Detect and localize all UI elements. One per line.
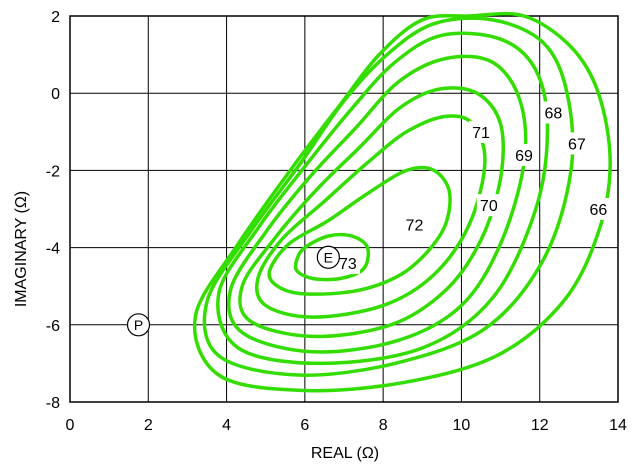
y-tick-label: 0 xyxy=(51,86,60,103)
contour-label-bg xyxy=(586,198,611,220)
contour-label-73: 73 xyxy=(339,256,357,273)
contour-label-66: 66 xyxy=(590,202,608,219)
contour-labels: 73 72 71 70 69 68 67 66 xyxy=(335,101,611,275)
x-tick-label: 0 xyxy=(66,417,75,434)
x-axis-title: REAL (Ω) xyxy=(311,445,379,462)
marker-circle-E xyxy=(316,245,340,269)
contour-label-bg xyxy=(564,132,589,155)
x-tick-label: 10 xyxy=(453,417,471,434)
contour-line-69 xyxy=(227,54,528,354)
contour-line-68 xyxy=(216,31,550,366)
contour-label-69: 69 xyxy=(515,148,533,165)
marker-label-E: E xyxy=(324,249,333,265)
contour-label-bg xyxy=(512,143,537,166)
x-tick-label: 14 xyxy=(609,417,627,434)
marker-label-P: P xyxy=(134,317,143,333)
marker-circle-P xyxy=(126,313,151,337)
contour-label-bg xyxy=(476,194,501,217)
contour-label-72: 72 xyxy=(406,217,424,234)
y-tick-label: -8 xyxy=(46,395,60,412)
contour-line-66 xyxy=(192,11,612,393)
contour-label-bg xyxy=(541,101,566,124)
contour-label-68: 68 xyxy=(545,106,563,123)
contour-label-70: 70 xyxy=(480,198,498,215)
plot-frame xyxy=(69,15,619,403)
contour-line-73 xyxy=(293,232,371,282)
contour-line-70 xyxy=(238,86,506,339)
x-tick-label: 6 xyxy=(300,417,309,434)
y-tick-label: 2 xyxy=(51,9,60,26)
y-tick-label: -6 xyxy=(46,318,60,335)
y-axis-title: IMAGINARY (Ω) xyxy=(13,191,30,307)
contour-label-bg xyxy=(402,213,427,236)
x-tick-label: 2 xyxy=(144,417,153,434)
contour-lines xyxy=(192,11,612,393)
y-tick-label: -4 xyxy=(46,241,60,258)
x-tick-label: 12 xyxy=(531,417,549,434)
y-tick-labels: 2 0 -2 -4 -6 -8 xyxy=(46,9,60,412)
x-tick-labels: 0 2 4 6 8 10 12 14 xyxy=(66,417,627,434)
contour-label-67: 67 xyxy=(568,136,586,153)
y-tick-label: -2 xyxy=(46,163,60,180)
point-markers: PE xyxy=(126,245,340,337)
x-tick-label: 4 xyxy=(222,417,231,434)
contour-label-71: 71 xyxy=(472,125,490,142)
contour-label-bg xyxy=(335,252,360,275)
contour-line-67 xyxy=(202,16,575,377)
contour-line-71 xyxy=(254,114,487,319)
contour-line-72 xyxy=(267,165,452,296)
contour-label-bg xyxy=(469,120,493,143)
x-tick-label: 8 xyxy=(379,417,388,434)
